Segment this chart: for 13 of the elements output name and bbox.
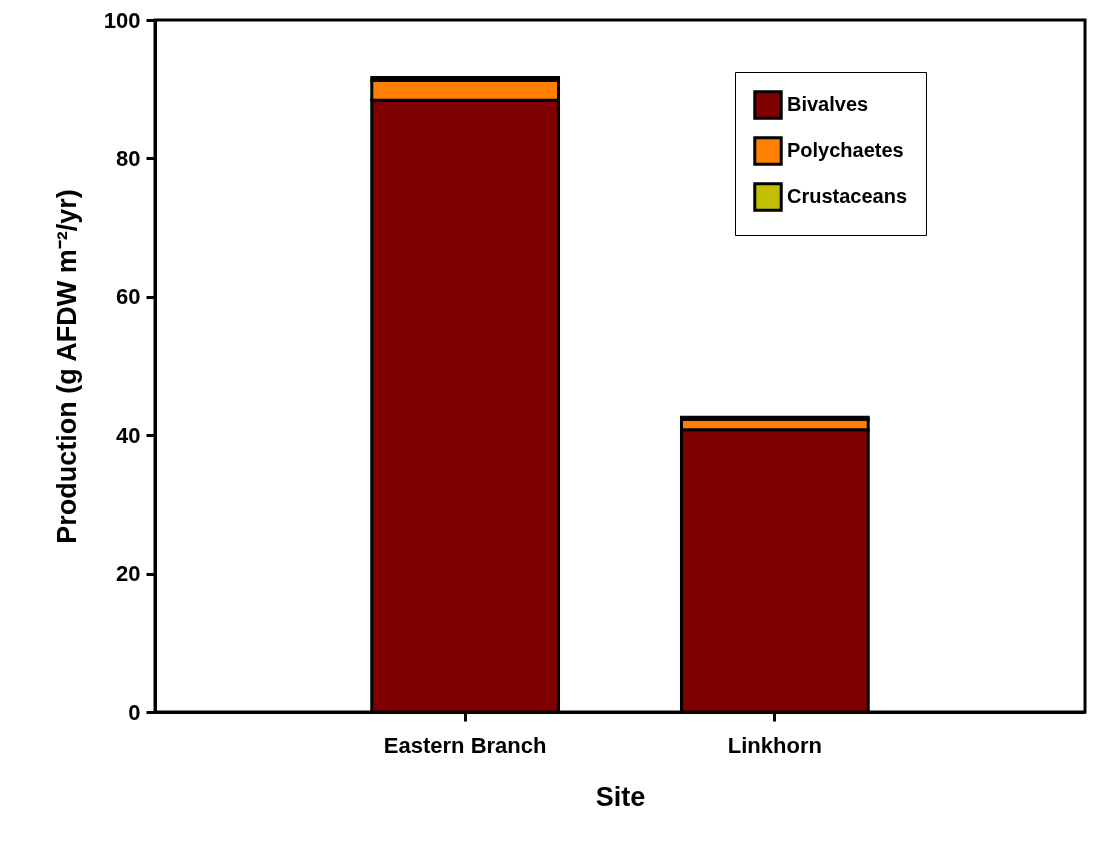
legend-label: Polychaetes: [787, 139, 904, 161]
y-tick-label: 20: [116, 561, 141, 587]
y-tick-label: 0: [128, 699, 141, 725]
x-tick-label: Eastern Branch: [383, 732, 547, 758]
legend-label: Crustaceans: [787, 185, 908, 207]
y-tick-label: 40: [116, 422, 141, 448]
y-axis-title: Production (g AFDW m⁻²/yr): [51, 189, 82, 544]
x-axis-title: Site: [595, 781, 646, 812]
y-tick-label: 60: [116, 284, 141, 310]
y-tick-label: 80: [116, 145, 141, 171]
legend-label: Bivalves: [787, 93, 869, 115]
x-tick-label: Linkhorn: [727, 732, 822, 758]
y-tick-label: 100: [103, 7, 141, 33]
